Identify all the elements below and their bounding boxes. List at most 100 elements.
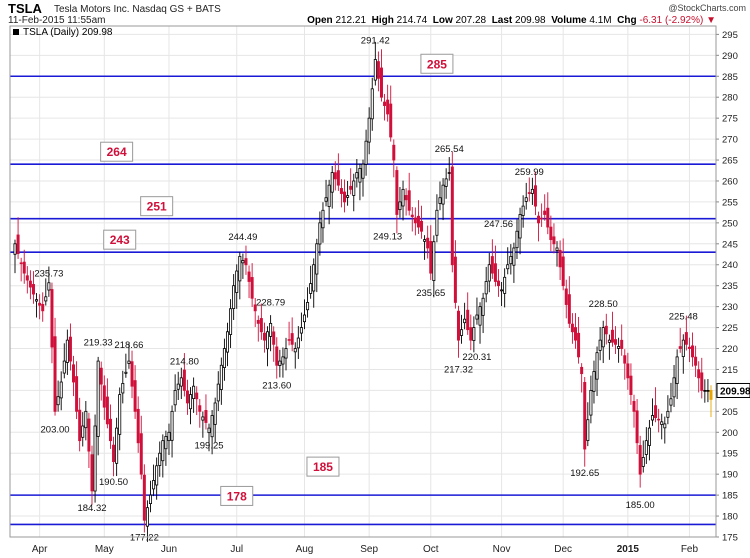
x-tick-label: Jun <box>161 544 177 555</box>
candle-body <box>654 405 658 419</box>
candle-body <box>389 103 393 138</box>
open-label: Open <box>307 15 333 26</box>
candle-body <box>309 283 313 294</box>
candle-body <box>293 348 297 353</box>
candles <box>13 41 713 542</box>
candle-body <box>456 310 460 341</box>
candle-body <box>629 375 633 395</box>
y-tick-label: 225 <box>722 323 738 334</box>
candle-body <box>561 256 565 287</box>
x-axis: Apr May Jun Jul Aug Sep Oct Nov Dec 2015 Feb <box>32 544 699 555</box>
copyright-notice: @StockCharts.com <box>668 3 746 13</box>
y-tick-label: 195 <box>722 449 738 460</box>
x-tick-label: 2015 <box>617 544 640 555</box>
candle-body <box>617 346 621 349</box>
price-annotation: 190.50 <box>99 477 128 488</box>
candle-body <box>450 166 454 266</box>
candle-body <box>503 276 507 294</box>
candle-body <box>256 319 260 324</box>
candle-body <box>580 366 584 375</box>
candle-body <box>466 309 470 331</box>
level-label: 251 <box>147 200 167 214</box>
candle-body <box>583 382 587 450</box>
candle-body <box>72 364 76 383</box>
candle-body <box>204 410 208 423</box>
candle-body <box>327 184 331 207</box>
y-tick-label: 285 <box>722 72 738 83</box>
candle-body <box>225 331 229 353</box>
y-tick-label: 275 <box>722 114 738 125</box>
price-annotation: 247.56 <box>484 219 513 230</box>
candle-body <box>290 333 294 345</box>
candle-body <box>266 331 270 350</box>
candle-body <box>216 383 220 402</box>
high-value: 214.74 <box>396 15 428 26</box>
y-tick-label: 270 <box>722 135 738 146</box>
volume-label: Volume <box>551 15 587 26</box>
last-price-label: 209.98 <box>720 386 750 397</box>
candle-body <box>16 234 20 254</box>
candle-body <box>564 288 568 305</box>
candle-body <box>681 339 685 357</box>
candle-body <box>687 346 691 349</box>
plot-frame <box>9 25 717 538</box>
price-annotation: 225.48 <box>669 312 698 323</box>
price-annotation: 192.65 <box>570 468 599 479</box>
legend: TSLA (Daily) 209.98 <box>13 27 113 38</box>
y-tick-label: 265 <box>722 156 738 167</box>
candle-body <box>700 372 704 391</box>
quote-summary: Open 212.21 High 214.74 Low 207.28 Last … <box>307 15 716 26</box>
price-annotation: 219.33 <box>84 337 113 348</box>
candle-body <box>358 168 362 183</box>
price-annotation: 177.22 <box>130 533 159 544</box>
y-tick-label: 215 <box>722 365 738 376</box>
ticker-symbol: TSLA <box>8 1 42 16</box>
candle-body <box>416 215 420 228</box>
y-tick-label: 185 <box>722 491 738 502</box>
candle-body <box>173 390 177 406</box>
level-label-box <box>306 456 340 477</box>
quote-datetime: 11-Feb-2015 11:55am <box>8 15 106 26</box>
candle-body <box>552 236 556 245</box>
candle-body <box>201 416 205 421</box>
volume-value: 4.1M <box>589 15 612 26</box>
x-tick-label: Apr <box>32 544 48 555</box>
candle-body <box>638 445 642 475</box>
candle-body <box>96 360 100 437</box>
candle-body <box>229 308 233 335</box>
candle-body <box>56 396 60 406</box>
candle-body <box>444 178 448 187</box>
price-annotation: 265.54 <box>435 144 464 155</box>
candle-body <box>349 185 353 190</box>
candle-body <box>84 410 88 429</box>
candle-body <box>284 348 288 359</box>
candle-body <box>142 474 146 521</box>
candle-body <box>364 140 368 165</box>
candle-body <box>487 264 491 282</box>
candle-body <box>241 260 245 264</box>
price-annotation: 214.80 <box>170 356 199 367</box>
candle-body <box>586 419 590 441</box>
price-annotation: 249.13 <box>373 232 402 243</box>
price-annotation: 199.25 <box>194 440 223 451</box>
candle-body <box>158 452 162 466</box>
candle-body <box>149 494 153 505</box>
candle-body <box>647 427 651 446</box>
candle-body <box>367 117 371 143</box>
candle-body <box>352 180 356 196</box>
candle-body <box>50 289 54 348</box>
candle-body <box>669 398 673 406</box>
candle-body <box>546 207 550 228</box>
candle-body <box>604 325 608 335</box>
candle-body <box>355 172 359 179</box>
y-tick-label: 220 <box>722 344 738 355</box>
candle-body <box>210 415 214 438</box>
x-tick-label: Feb <box>681 544 699 555</box>
candle-body <box>570 323 574 333</box>
candle-body <box>386 99 390 115</box>
candle-body <box>657 418 661 421</box>
candle-body <box>170 410 174 441</box>
candle-body <box>558 249 562 268</box>
candle-body <box>614 339 618 345</box>
price-annotation: 218.66 <box>114 340 143 351</box>
